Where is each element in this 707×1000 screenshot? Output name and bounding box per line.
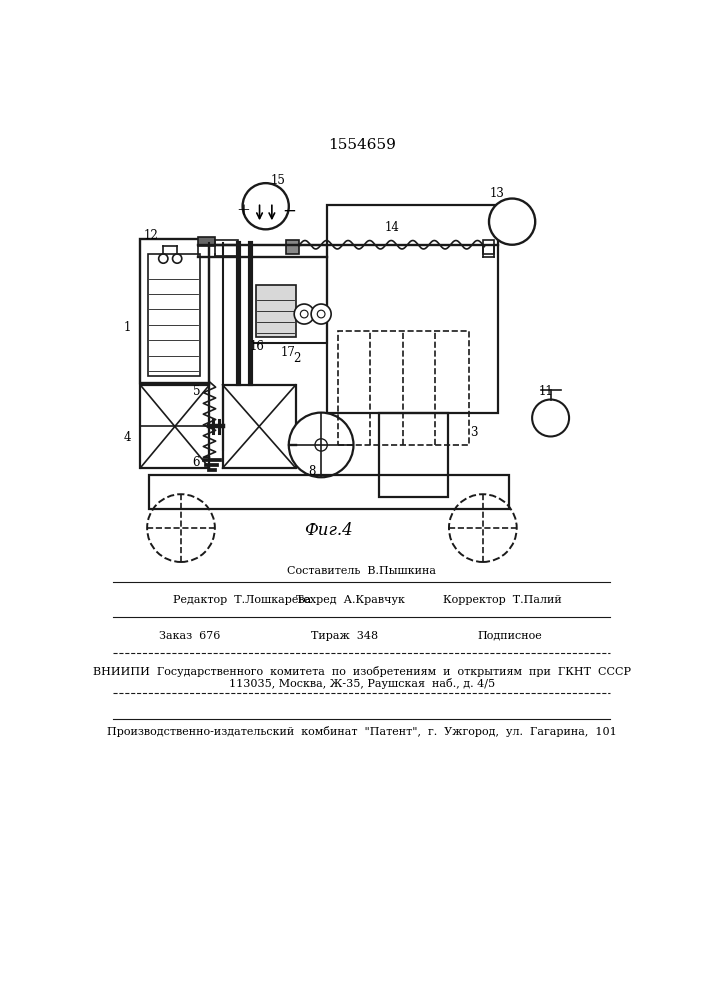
Bar	[379, 413, 448, 497]
Text: 4: 4	[123, 431, 131, 444]
Bar	[250, 245, 327, 343]
Circle shape	[317, 310, 325, 318]
Text: 17: 17	[281, 346, 296, 359]
Circle shape	[173, 254, 182, 263]
Text: −: −	[282, 202, 296, 219]
Bar	[483, 240, 493, 254]
Text: Подписное: Подписное	[477, 631, 542, 641]
Text: 3: 3	[469, 426, 477, 439]
Text: +: +	[236, 202, 250, 219]
Text: 6: 6	[192, 456, 200, 469]
Circle shape	[243, 183, 288, 229]
Bar	[338, 331, 469, 445]
Text: Заказ  676: Заказ 676	[160, 631, 221, 641]
Bar	[140, 385, 209, 468]
Circle shape	[532, 400, 569, 436]
Bar	[148, 475, 509, 509]
Bar	[256, 285, 296, 337]
Text: ВНИИПИ  Государственного  комитета  по  изобретениям  и  открытиям  при  ГКНТ  С: ВНИИПИ Государственного комитета по изоб…	[93, 666, 631, 677]
Text: Корректор  Т.Палий: Корректор Т.Палий	[443, 595, 561, 605]
Text: 15: 15	[271, 174, 286, 187]
Text: 1: 1	[123, 321, 131, 334]
Circle shape	[158, 254, 168, 263]
Bar	[215, 240, 238, 256]
Text: 8: 8	[308, 465, 315, 478]
Bar	[148, 254, 200, 376]
Bar	[198, 237, 215, 246]
Bar	[327, 205, 498, 413]
Bar	[223, 385, 296, 468]
Text: 16: 16	[250, 340, 264, 353]
Text: Составитель  В.Пышкина: Составитель В.Пышкина	[288, 566, 436, 576]
Circle shape	[300, 310, 308, 318]
Circle shape	[311, 304, 331, 324]
Text: Тираж  348: Тираж 348	[310, 631, 378, 641]
Circle shape	[288, 413, 354, 477]
Text: 11: 11	[538, 385, 553, 398]
Circle shape	[315, 439, 327, 451]
Text: 13: 13	[489, 187, 504, 200]
Bar	[286, 240, 299, 254]
Text: 2: 2	[293, 352, 300, 365]
Bar	[140, 239, 209, 383]
Text: Фиг.4: Фиг.4	[305, 522, 354, 539]
Text: 12: 12	[144, 229, 159, 242]
Text: Редактор  Т.Лошкарева: Редактор Т.Лошкарева	[173, 595, 312, 605]
Text: Техред  А.Кравчук: Техред А.Кравчук	[296, 595, 405, 605]
Circle shape	[294, 304, 314, 324]
Circle shape	[489, 199, 535, 245]
Text: 14: 14	[385, 221, 399, 234]
Text: 113035, Москва, Ж-35, Раушская  наб., д. 4/5: 113035, Москва, Ж-35, Раушская наб., д. …	[229, 678, 495, 689]
Text: Производственно-издательский  комбинат  "Патент",  г.  Ужгород,  ул.  Гагарина, : Производственно-издательский комбинат "П…	[107, 726, 617, 737]
Text: 1554659: 1554659	[328, 138, 396, 152]
Text: 5: 5	[192, 385, 200, 398]
